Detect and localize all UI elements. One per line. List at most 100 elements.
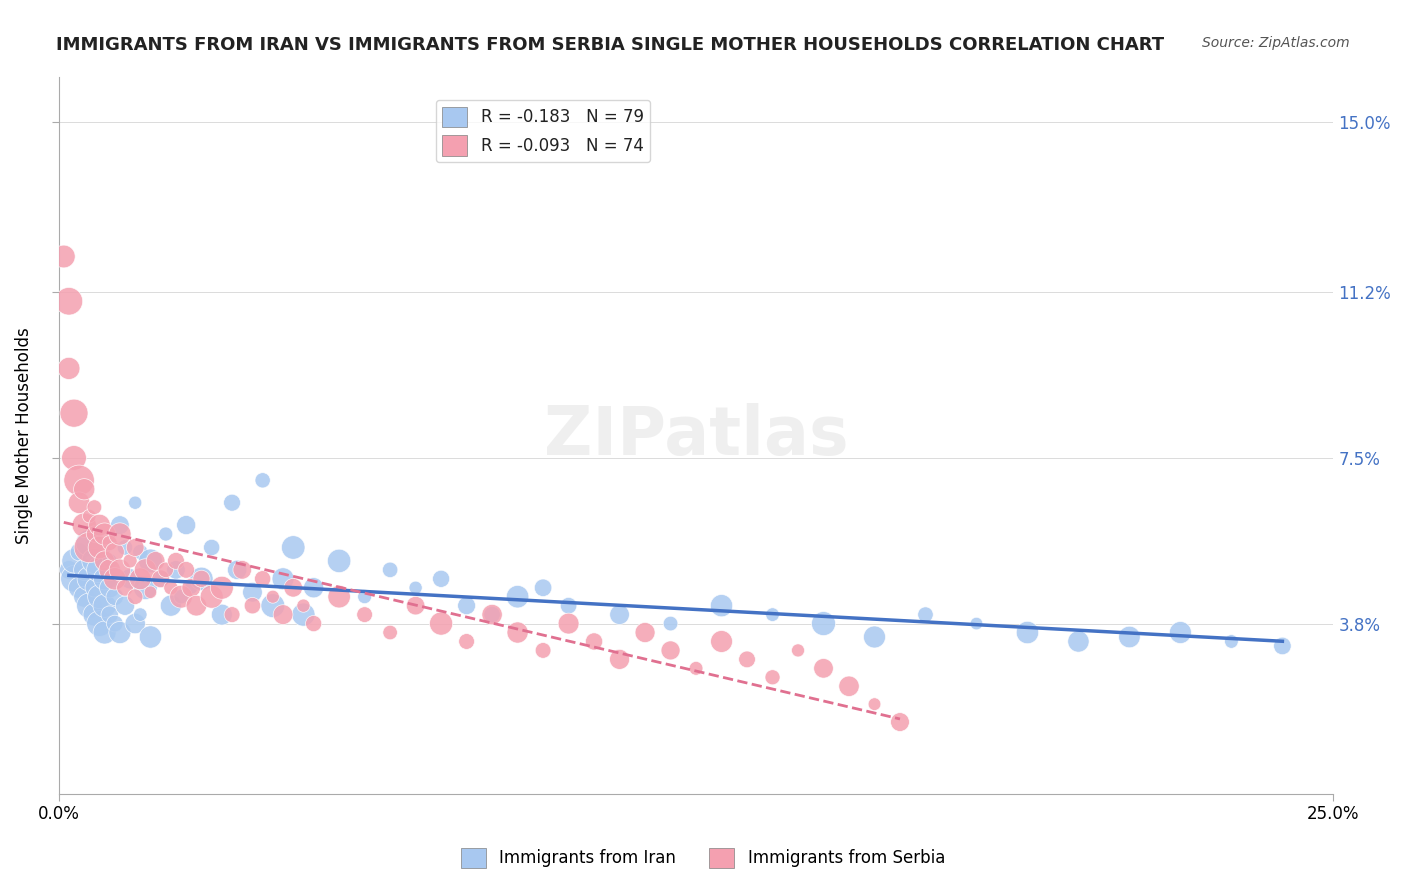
Point — [813, 616, 835, 631]
Point — [302, 581, 325, 595]
Point — [1170, 625, 1192, 640]
Text: Source: ZipAtlas.com: Source: ZipAtlas.com — [1202, 36, 1350, 50]
Point — [124, 496, 146, 510]
Point — [221, 496, 243, 510]
Point — [52, 250, 75, 264]
Point — [710, 634, 733, 648]
Point — [155, 563, 177, 577]
Point — [67, 545, 90, 559]
Point — [89, 518, 111, 533]
Point — [190, 572, 212, 586]
Point — [353, 607, 375, 622]
Point — [58, 563, 80, 577]
Point — [83, 500, 105, 515]
Point — [104, 590, 127, 604]
Point — [292, 599, 315, 613]
Point — [139, 585, 162, 599]
Point — [481, 607, 503, 622]
Text: IMMIGRANTS FROM IRAN VS IMMIGRANTS FROM SERBIA SINGLE MOTHER HOUSEHOLDS CORRELAT: IMMIGRANTS FROM IRAN VS IMMIGRANTS FROM … — [56, 36, 1164, 54]
Point — [211, 581, 233, 595]
Point — [1118, 630, 1140, 644]
Point — [787, 643, 810, 657]
Point — [201, 541, 224, 555]
Point — [863, 697, 886, 711]
Point — [124, 541, 146, 555]
Point — [180, 581, 202, 595]
Point — [221, 607, 243, 622]
Point — [98, 607, 121, 622]
Point — [242, 585, 264, 599]
Point — [378, 625, 401, 640]
Point — [63, 406, 86, 420]
Point — [83, 527, 105, 541]
Point — [557, 599, 579, 613]
Point — [165, 563, 187, 577]
Point — [302, 616, 325, 631]
Point — [659, 616, 682, 631]
Point — [134, 563, 156, 577]
Point — [108, 625, 131, 640]
Point — [262, 590, 284, 604]
Point — [456, 634, 478, 648]
Point — [583, 634, 606, 648]
Point — [1220, 634, 1243, 648]
Point — [481, 607, 503, 622]
Y-axis label: Single Mother Households: Single Mother Households — [15, 327, 32, 544]
Point — [405, 599, 427, 613]
Point — [160, 599, 183, 613]
Point — [114, 581, 136, 595]
Point — [1017, 625, 1039, 640]
Point — [283, 541, 305, 555]
Point — [79, 572, 101, 586]
Point — [506, 590, 529, 604]
Point — [79, 599, 101, 613]
Point — [430, 572, 453, 586]
Point — [685, 661, 707, 675]
Point — [67, 473, 90, 487]
Point — [67, 581, 90, 595]
Point — [129, 572, 152, 586]
Point — [120, 554, 142, 568]
Point — [124, 616, 146, 631]
Point — [124, 590, 146, 604]
Point — [79, 541, 101, 555]
Point — [201, 590, 224, 604]
Point — [63, 450, 86, 465]
Point — [271, 607, 294, 622]
Point — [93, 527, 115, 541]
Point — [145, 554, 167, 568]
Point — [242, 599, 264, 613]
Point — [456, 599, 478, 613]
Point — [93, 572, 115, 586]
Point — [63, 554, 86, 568]
Point — [531, 643, 554, 657]
Point — [149, 572, 172, 586]
Point — [186, 599, 208, 613]
Legend: R = -0.183   N = 79, R = -0.093   N = 74: R = -0.183 N = 79, R = -0.093 N = 74 — [436, 100, 651, 162]
Point — [659, 643, 682, 657]
Point — [58, 294, 80, 309]
Point — [104, 545, 127, 559]
Point — [1271, 639, 1294, 653]
Point — [430, 616, 453, 631]
Point — [226, 563, 249, 577]
Point — [231, 563, 253, 577]
Point — [557, 616, 579, 631]
Point — [292, 607, 315, 622]
Point — [966, 616, 988, 631]
Point — [73, 563, 96, 577]
Point — [108, 527, 131, 541]
Point — [710, 599, 733, 613]
Point — [149, 572, 172, 586]
Point — [83, 554, 105, 568]
Point — [98, 581, 121, 595]
Point — [129, 607, 152, 622]
Point — [79, 509, 101, 524]
Point — [93, 625, 115, 640]
Point — [89, 563, 111, 577]
Point — [531, 581, 554, 595]
Point — [83, 607, 105, 622]
Point — [838, 679, 860, 693]
Point — [104, 616, 127, 631]
Point — [89, 590, 111, 604]
